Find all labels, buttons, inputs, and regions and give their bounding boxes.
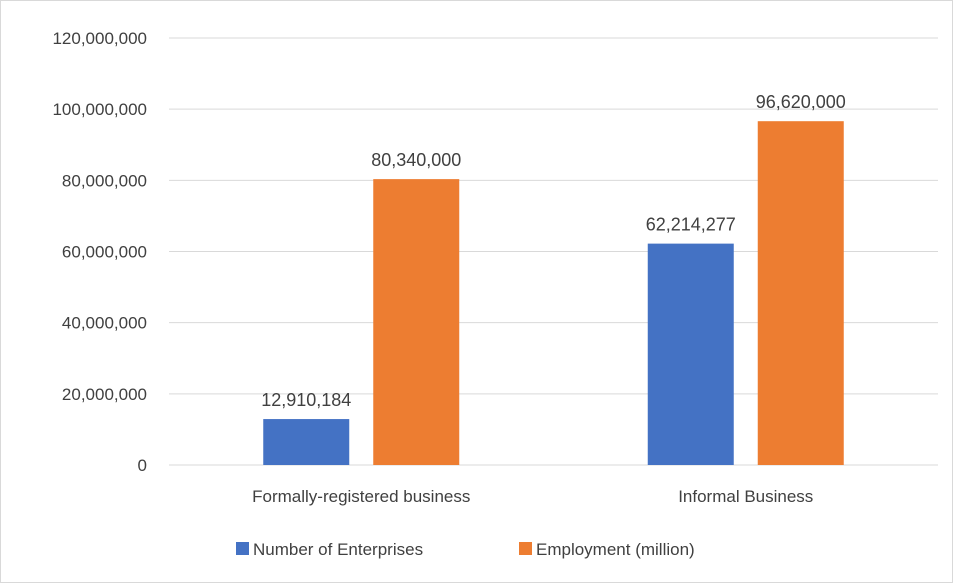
bar — [263, 419, 349, 465]
legend-label: Employment (million) — [536, 540, 695, 559]
data-label: 80,340,000 — [371, 150, 461, 170]
x-category-label: Informal Business — [678, 487, 813, 506]
bar — [648, 244, 734, 465]
y-axis-ticks: 0 20,000,000 40,000,000 60,000,000 80,000,00… — [52, 29, 147, 475]
y-tick-label: 40,000,000 — [62, 314, 147, 333]
legend-swatch — [519, 542, 532, 555]
bar — [758, 121, 844, 465]
bar — [373, 179, 459, 465]
y-tick-label: 120,000,000 — [52, 29, 147, 48]
y-tick-label: 100,000,000 — [52, 100, 147, 119]
y-tick-label: 0 — [138, 456, 147, 475]
y-tick-label: 20,000,000 — [62, 385, 147, 404]
x-axis-categories: Formally-registered business Informal Bus… — [252, 487, 813, 506]
legend-label: Number of Enterprises — [253, 540, 423, 559]
bars — [263, 121, 844, 465]
legend: Number of Enterprises Employment (million… — [236, 540, 695, 559]
legend-swatch — [236, 542, 249, 555]
y-tick-label: 60,000,000 — [62, 243, 147, 262]
data-label: 12,910,184 — [261, 390, 351, 410]
data-label: 62,214,277 — [646, 215, 736, 235]
data-label: 96,620,000 — [756, 92, 846, 112]
x-category-label: Formally-registered business — [252, 487, 470, 506]
y-tick-label: 80,000,000 — [62, 171, 147, 190]
